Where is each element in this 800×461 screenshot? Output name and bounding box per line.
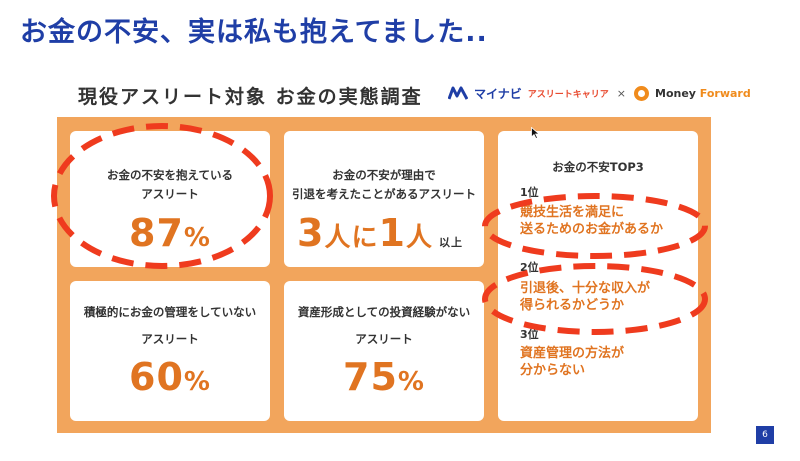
top3-rank-1: 1位 bbox=[520, 186, 539, 199]
mynavi-logo-name: マイナビ bbox=[474, 86, 522, 101]
stat-card-manage-value: 60% bbox=[70, 355, 270, 399]
stat-card-worry-label: お金の不安を抱えている アスリート bbox=[70, 166, 270, 204]
stat-card-invest: 資産形成としての投資経験がない アスリート 75% bbox=[284, 281, 484, 421]
survey-title: 現役アスリート対象 お金の実態調査 bbox=[78, 86, 423, 108]
label-line: 積極的にお金の管理をしていない bbox=[83, 305, 257, 319]
stat-card-manage: 積極的にお金の管理をしていない アスリート 60% bbox=[70, 281, 270, 421]
label-line: アスリート bbox=[141, 187, 199, 201]
stat-card-retire: お金の不安が理由で 引退を考えたことがあるアスリート 3人に1人 以上 bbox=[284, 131, 484, 267]
label-line: アスリート bbox=[141, 332, 199, 346]
value-unit: % bbox=[183, 223, 211, 253]
mynavi-logo-sub: アスリートキャリア bbox=[527, 89, 609, 100]
stat-card-retire-value: 3人に1人 以上 bbox=[276, 211, 484, 255]
stat-card-worry: お金の不安を抱えている アスリート 87% bbox=[70, 131, 270, 267]
money-forward-logo-icon bbox=[634, 85, 649, 101]
item-line: 競技生活を満足に bbox=[520, 205, 625, 220]
item-line: 引退後、十分な収入が bbox=[520, 281, 651, 296]
stat-card-retire-label: お金の不安が理由で 引退を考えたことがあるアスリート bbox=[284, 166, 484, 204]
mf-forward-text: Forward bbox=[699, 86, 751, 100]
top3-item-1: 競技生活を満足に 送るためのお金があるか bbox=[520, 204, 663, 238]
value-number: 1 bbox=[378, 211, 406, 255]
label-line: お金の不安が理由で bbox=[332, 168, 436, 182]
money-forward-logo-name: Money Forward bbox=[655, 87, 751, 100]
label-line: 資産形成としての投資経験がない bbox=[297, 305, 471, 319]
stat-card-worry-value: 87% bbox=[70, 211, 270, 255]
partner-logos: マイナビ アスリートキャリア × Money Forward bbox=[448, 80, 751, 106]
stat-card-top3: お金の不安TOP3 1位 競技生活を満足に 送るためのお金があるか 2位 引退後… bbox=[498, 131, 698, 421]
top3-rank-3: 3位 bbox=[520, 328, 539, 341]
mf-money-text: Money bbox=[655, 86, 700, 100]
stat-card-invest-value: 75% bbox=[284, 355, 484, 399]
value-number: 75 bbox=[343, 355, 398, 399]
item-line: 資産管理の方法が bbox=[520, 346, 625, 361]
top3-title: お金の不安TOP3 bbox=[552, 160, 644, 174]
stat-card-manage-label: 積極的にお金の管理をしていない アスリート bbox=[70, 303, 270, 349]
page-number: 6 bbox=[756, 426, 774, 444]
value-number: 60 bbox=[129, 355, 184, 399]
value-unit: 人に bbox=[324, 223, 379, 253]
item-line: 送るためのお金があるか bbox=[520, 222, 664, 237]
value-unit: % bbox=[397, 367, 425, 397]
label-line: アスリート bbox=[355, 332, 413, 346]
value-unit: % bbox=[183, 367, 211, 397]
item-line: 得られるかどうか bbox=[520, 298, 625, 313]
stat-card-invest-label: 資産形成としての投資経験がない アスリート bbox=[284, 303, 484, 349]
top3-item-2: 引退後、十分な収入が 得られるかどうか bbox=[520, 280, 650, 314]
mouse-cursor-icon bbox=[531, 127, 540, 139]
top3-item-3: 資産管理の方法が 分からない bbox=[520, 345, 624, 379]
mynavi-logo-icon bbox=[448, 86, 468, 100]
value-number: 87 bbox=[129, 211, 184, 255]
stats-panel: お金の不安を抱えている アスリート 87% お金の不安が理由で 引退を考えたこと… bbox=[57, 117, 711, 433]
label-line: 引退を考えたことがあるアスリート bbox=[292, 187, 476, 201]
item-line: 分からない bbox=[520, 363, 586, 378]
logo-separator: × bbox=[616, 86, 626, 100]
top3-rank-2: 2位 bbox=[520, 261, 539, 274]
label-line: お金の不安を抱えている bbox=[107, 168, 233, 182]
slide-title: お金の不安、実は私も抱えてました.. bbox=[20, 17, 488, 48]
value-number: 3 bbox=[297, 211, 325, 255]
value-unit: 人 bbox=[405, 223, 433, 253]
value-suffix: 以上 bbox=[438, 236, 463, 249]
